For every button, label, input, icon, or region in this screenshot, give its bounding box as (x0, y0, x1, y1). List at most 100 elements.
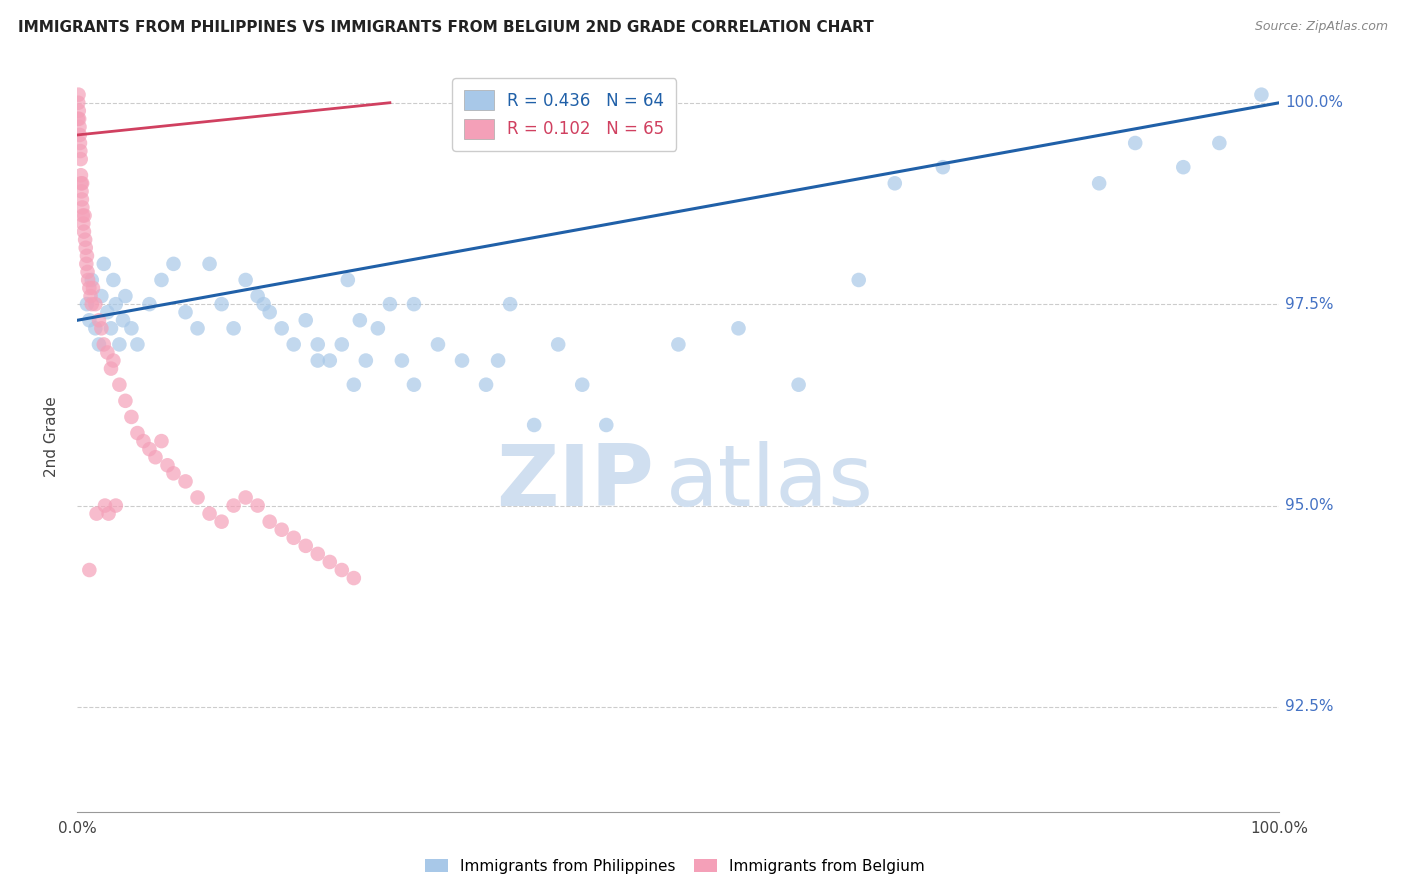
Point (84, 297, 107, 311)
Point (319, 353, 342, 368)
Point (235, 491, 257, 505)
Point (120, 321, 142, 335)
Point (391, 353, 413, 368)
Point (67, 112, 90, 126)
Point (90, 289, 112, 303)
Point (156, 458, 179, 473)
Point (84, 321, 107, 335)
Point (145, 450, 167, 465)
Point (1088, 176, 1111, 190)
Point (111, 313, 134, 327)
Point (186, 321, 209, 335)
Point (114, 289, 136, 303)
Point (97, 507, 120, 521)
Point (595, 417, 617, 432)
Point (79, 289, 101, 303)
Point (1123, 136, 1146, 150)
Point (132, 434, 155, 449)
Point (283, 337, 305, 351)
Point (162, 257, 184, 271)
Point (72, 201, 94, 215)
Point (349, 313, 371, 327)
Point (77, 273, 100, 287)
Point (86, 507, 108, 521)
Point (162, 467, 184, 481)
Point (76, 249, 98, 263)
Point (307, 337, 329, 351)
Point (253, 297, 276, 311)
Point (87, 313, 110, 327)
Point (174, 305, 197, 319)
Point (70, 168, 93, 182)
Point (259, 515, 281, 529)
Point (499, 297, 522, 311)
Point (103, 273, 125, 287)
Y-axis label: 2nd Grade: 2nd Grade (44, 397, 59, 477)
Point (100, 321, 122, 335)
Point (69, 120, 91, 134)
Point (402, 297, 425, 311)
Point (451, 353, 474, 368)
Text: ZIP: ZIP (496, 441, 654, 524)
Point (67, 95, 90, 110)
Point (283, 531, 305, 545)
Point (90, 321, 112, 335)
Text: atlas: atlas (666, 441, 875, 524)
Point (668, 337, 690, 351)
Text: 95.0%: 95.0% (1285, 498, 1334, 513)
Point (402, 377, 425, 392)
Point (475, 377, 498, 392)
Point (547, 337, 569, 351)
Point (1173, 160, 1195, 174)
Point (100, 361, 122, 376)
Text: 100.0%: 100.0% (1285, 95, 1344, 111)
Point (330, 563, 353, 577)
Point (76, 265, 98, 279)
Point (150, 273, 173, 287)
Point (246, 499, 269, 513)
Point (108, 337, 131, 351)
Point (211, 297, 233, 311)
Point (67, 87, 90, 102)
Point (93, 257, 115, 271)
Point (87, 337, 110, 351)
Point (73, 209, 96, 223)
Point (94, 499, 117, 513)
Legend: R = 0.436   N = 64, R = 0.102   N = 65: R = 0.436 N = 64, R = 0.102 N = 65 (453, 78, 676, 151)
Point (259, 305, 281, 319)
Point (246, 289, 269, 303)
Point (79, 313, 101, 327)
Point (198, 507, 221, 521)
Text: Source: ZipAtlas.com: Source: ZipAtlas.com (1254, 20, 1388, 33)
Point (307, 353, 329, 368)
Point (138, 297, 160, 311)
Point (571, 377, 593, 392)
Point (486, 353, 509, 368)
Point (103, 353, 125, 368)
Point (80, 297, 103, 311)
Point (150, 434, 173, 449)
Point (186, 491, 209, 505)
Point (104, 297, 127, 311)
Text: IMMIGRANTS FROM PHILIPPINES VS IMMIGRANTS FROM BELGIUM 2ND GRADE CORRELATION CHA: IMMIGRANTS FROM PHILIPPINES VS IMMIGRANT… (18, 20, 875, 35)
Point (336, 273, 359, 287)
Point (198, 257, 221, 271)
Point (80, 273, 103, 287)
Point (1208, 136, 1230, 150)
Point (294, 313, 316, 327)
Point (120, 409, 142, 424)
Legend: Immigrants from Philippines, Immigrants from Belgium: Immigrants from Philippines, Immigrants … (419, 853, 931, 880)
Point (367, 321, 389, 335)
Point (70, 185, 93, 199)
Point (127, 425, 149, 440)
Point (75, 241, 97, 255)
Point (307, 547, 329, 561)
Point (67, 103, 90, 118)
Point (523, 417, 546, 432)
Point (354, 353, 377, 368)
Point (82, 281, 104, 295)
Point (727, 321, 749, 335)
Point (69, 136, 91, 150)
Point (69, 152, 91, 166)
Point (69, 128, 91, 142)
